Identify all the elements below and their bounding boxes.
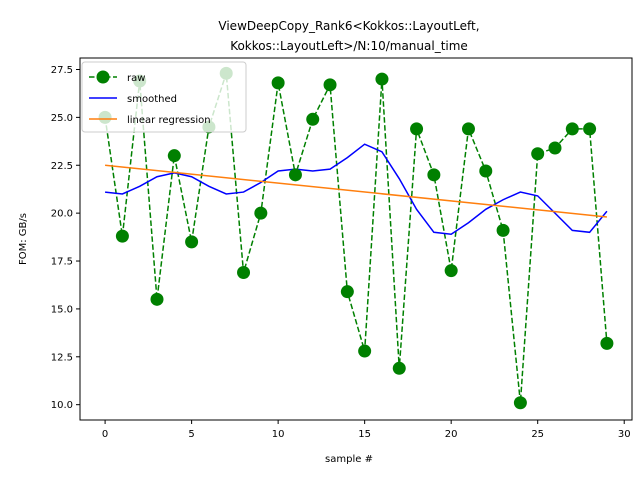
y-tick-label: 15.0 (51, 304, 73, 315)
raw-data-point (479, 164, 493, 178)
raw-data-point (427, 168, 441, 182)
raw-data-point (583, 122, 597, 136)
raw-data-point (237, 266, 251, 280)
legend-raw-label: raw (127, 73, 145, 84)
raw-data-point (358, 344, 372, 358)
x-tick-label: 20 (445, 429, 458, 440)
chart-title-line-1: ViewDeepCopy_Rank6<Kokkos::LayoutLeft, (218, 19, 479, 33)
x-tick-label: 30 (618, 429, 631, 440)
raw-data-point (375, 72, 389, 86)
smoothed-series-line (105, 143, 608, 235)
x-tick-label: 10 (272, 429, 285, 440)
x-tick-label: 15 (358, 429, 371, 440)
regression-series-line (105, 164, 607, 218)
raw-data-point (531, 147, 545, 161)
raw-data-point (115, 229, 129, 243)
raw-series-line (104, 73, 608, 403)
y-tick-label: 27.5 (51, 65, 73, 76)
raw-data-point (392, 361, 406, 375)
x-tick-label: 25 (531, 429, 544, 440)
legend-regression-label: linear regression (127, 115, 211, 126)
raw-data-point (513, 396, 527, 410)
raw-data-point (150, 292, 164, 306)
raw-data-point (461, 122, 475, 136)
raw-data-point (185, 235, 199, 249)
legend-smoothed-label: smoothed (127, 94, 177, 105)
y-tick-label: 12.5 (51, 352, 73, 363)
raw-data-point (548, 141, 562, 155)
y-tick-label: 17.5 (51, 257, 73, 268)
raw-data-point (565, 122, 579, 136)
y-tick-label: 20.0 (51, 209, 73, 220)
raw-data-point (340, 285, 354, 299)
raw-data-point (167, 149, 181, 163)
y-tick-label: 25.0 (51, 113, 73, 124)
x-tick-label: 5 (188, 429, 194, 440)
legend-frame (81, 61, 247, 133)
y-axis-label: FOM: GB/s (18, 213, 29, 265)
raw-data-point (323, 78, 337, 92)
axes-frame (79, 57, 633, 421)
raw-data-point (444, 264, 458, 278)
axes-layer: 0 5 10 15 20 25 30 10.0 12.5 15.0 17.5 20.0 22.5 25.0… (51, 57, 633, 440)
raw-data-point (600, 336, 614, 350)
raw-data-point (410, 122, 424, 136)
legend: raw smoothed linear regression (81, 61, 247, 133)
series-layer (98, 66, 614, 410)
x-axis-label: sample # (325, 454, 373, 465)
x-tick-label: 0 (102, 429, 108, 440)
raw-data-point (496, 223, 510, 237)
y-tick-label: 22.5 (51, 161, 73, 172)
raw-data-point (271, 76, 285, 90)
legend-raw-marker (96, 70, 110, 84)
chart-title-line-2: Kokkos::LayoutLeft>/N:10/manual_time (230, 39, 468, 53)
raw-data-point (306, 112, 320, 126)
y-tick-label: 10.0 (51, 400, 73, 411)
raw-data-point (288, 168, 302, 182)
raw-data-point (254, 206, 268, 220)
